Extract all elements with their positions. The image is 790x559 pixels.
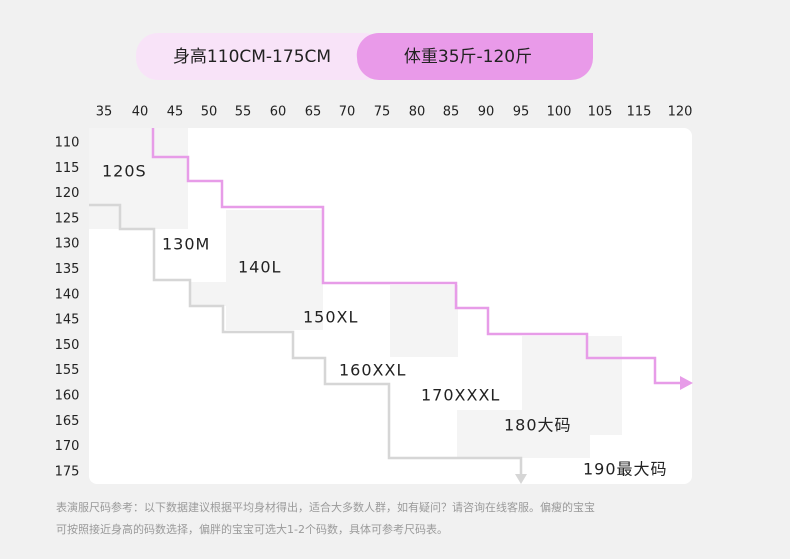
size-label: 130M <box>162 235 210 254</box>
height-label: 135 <box>55 262 80 277</box>
weight-label: 60 <box>270 105 287 120</box>
height-label: 155 <box>55 363 80 378</box>
tab-label: 身高110CM-175CM <box>173 47 331 67</box>
weight-label: 115 <box>627 105 652 120</box>
height-label: 130 <box>55 237 80 252</box>
weight-label: 90 <box>478 105 495 120</box>
arrow <box>515 474 527 484</box>
weight-label: 105 <box>588 105 613 120</box>
height-label: 160 <box>55 389 80 404</box>
tab-label: 体重35斤-120斤 <box>404 47 532 67</box>
block <box>190 282 226 306</box>
height-tab <box>136 33 386 80</box>
weight-label: 70 <box>339 105 356 120</box>
height-label: 175 <box>55 464 80 479</box>
size-label: 170XXXL <box>421 386 500 405</box>
size-label: 190最大码 <box>583 460 668 479</box>
weight-label: 80 <box>409 105 426 120</box>
block <box>390 285 458 357</box>
weight-label: 35 <box>96 105 113 120</box>
weight-label: 45 <box>167 105 184 120</box>
size-label: 140L <box>238 258 281 277</box>
block <box>457 410 590 458</box>
weight-label: 65 <box>305 105 322 120</box>
size-label: 180大码 <box>504 416 572 435</box>
weight-tab <box>356 32 593 80</box>
height-label: 110 <box>55 136 80 151</box>
size-label: 150XL <box>303 308 358 327</box>
size-blocks <box>89 128 622 458</box>
height-label: 145 <box>55 313 80 328</box>
note: 可按照接近身高的码数选择，偏胖的宝宝可选大1-2个码数，具体可参考尺码表。 <box>56 522 448 536</box>
height-label: 115 <box>55 161 80 176</box>
height-label: 125 <box>55 211 80 226</box>
height-label: 150 <box>55 338 80 353</box>
weight-label: 75 <box>374 105 391 120</box>
size-label: 120S <box>102 162 147 181</box>
height-label: 120 <box>55 186 80 201</box>
weight-label: 95 <box>513 105 530 120</box>
weight-line <box>151 128 682 385</box>
weight-label: 100 <box>547 105 572 120</box>
weight-label: 50 <box>201 105 218 120</box>
block <box>226 210 323 330</box>
height-label: 170 <box>55 439 80 454</box>
block <box>89 128 188 229</box>
weight-label: 120 <box>668 105 693 120</box>
height-label: 140 <box>55 287 80 302</box>
arrow <box>680 376 693 390</box>
weight-label: 40 <box>132 105 149 120</box>
size-label: 160XXL <box>339 361 406 380</box>
weight-label: 85 <box>443 105 460 120</box>
weight-label: 55 <box>235 105 252 120</box>
height-label: 165 <box>55 414 80 429</box>
height-line <box>89 203 523 476</box>
note: 表演服尺码参考：以下数据建议根据平均身材得出，适合大多数人群，如有疑问？请咨询在… <box>56 500 595 514</box>
